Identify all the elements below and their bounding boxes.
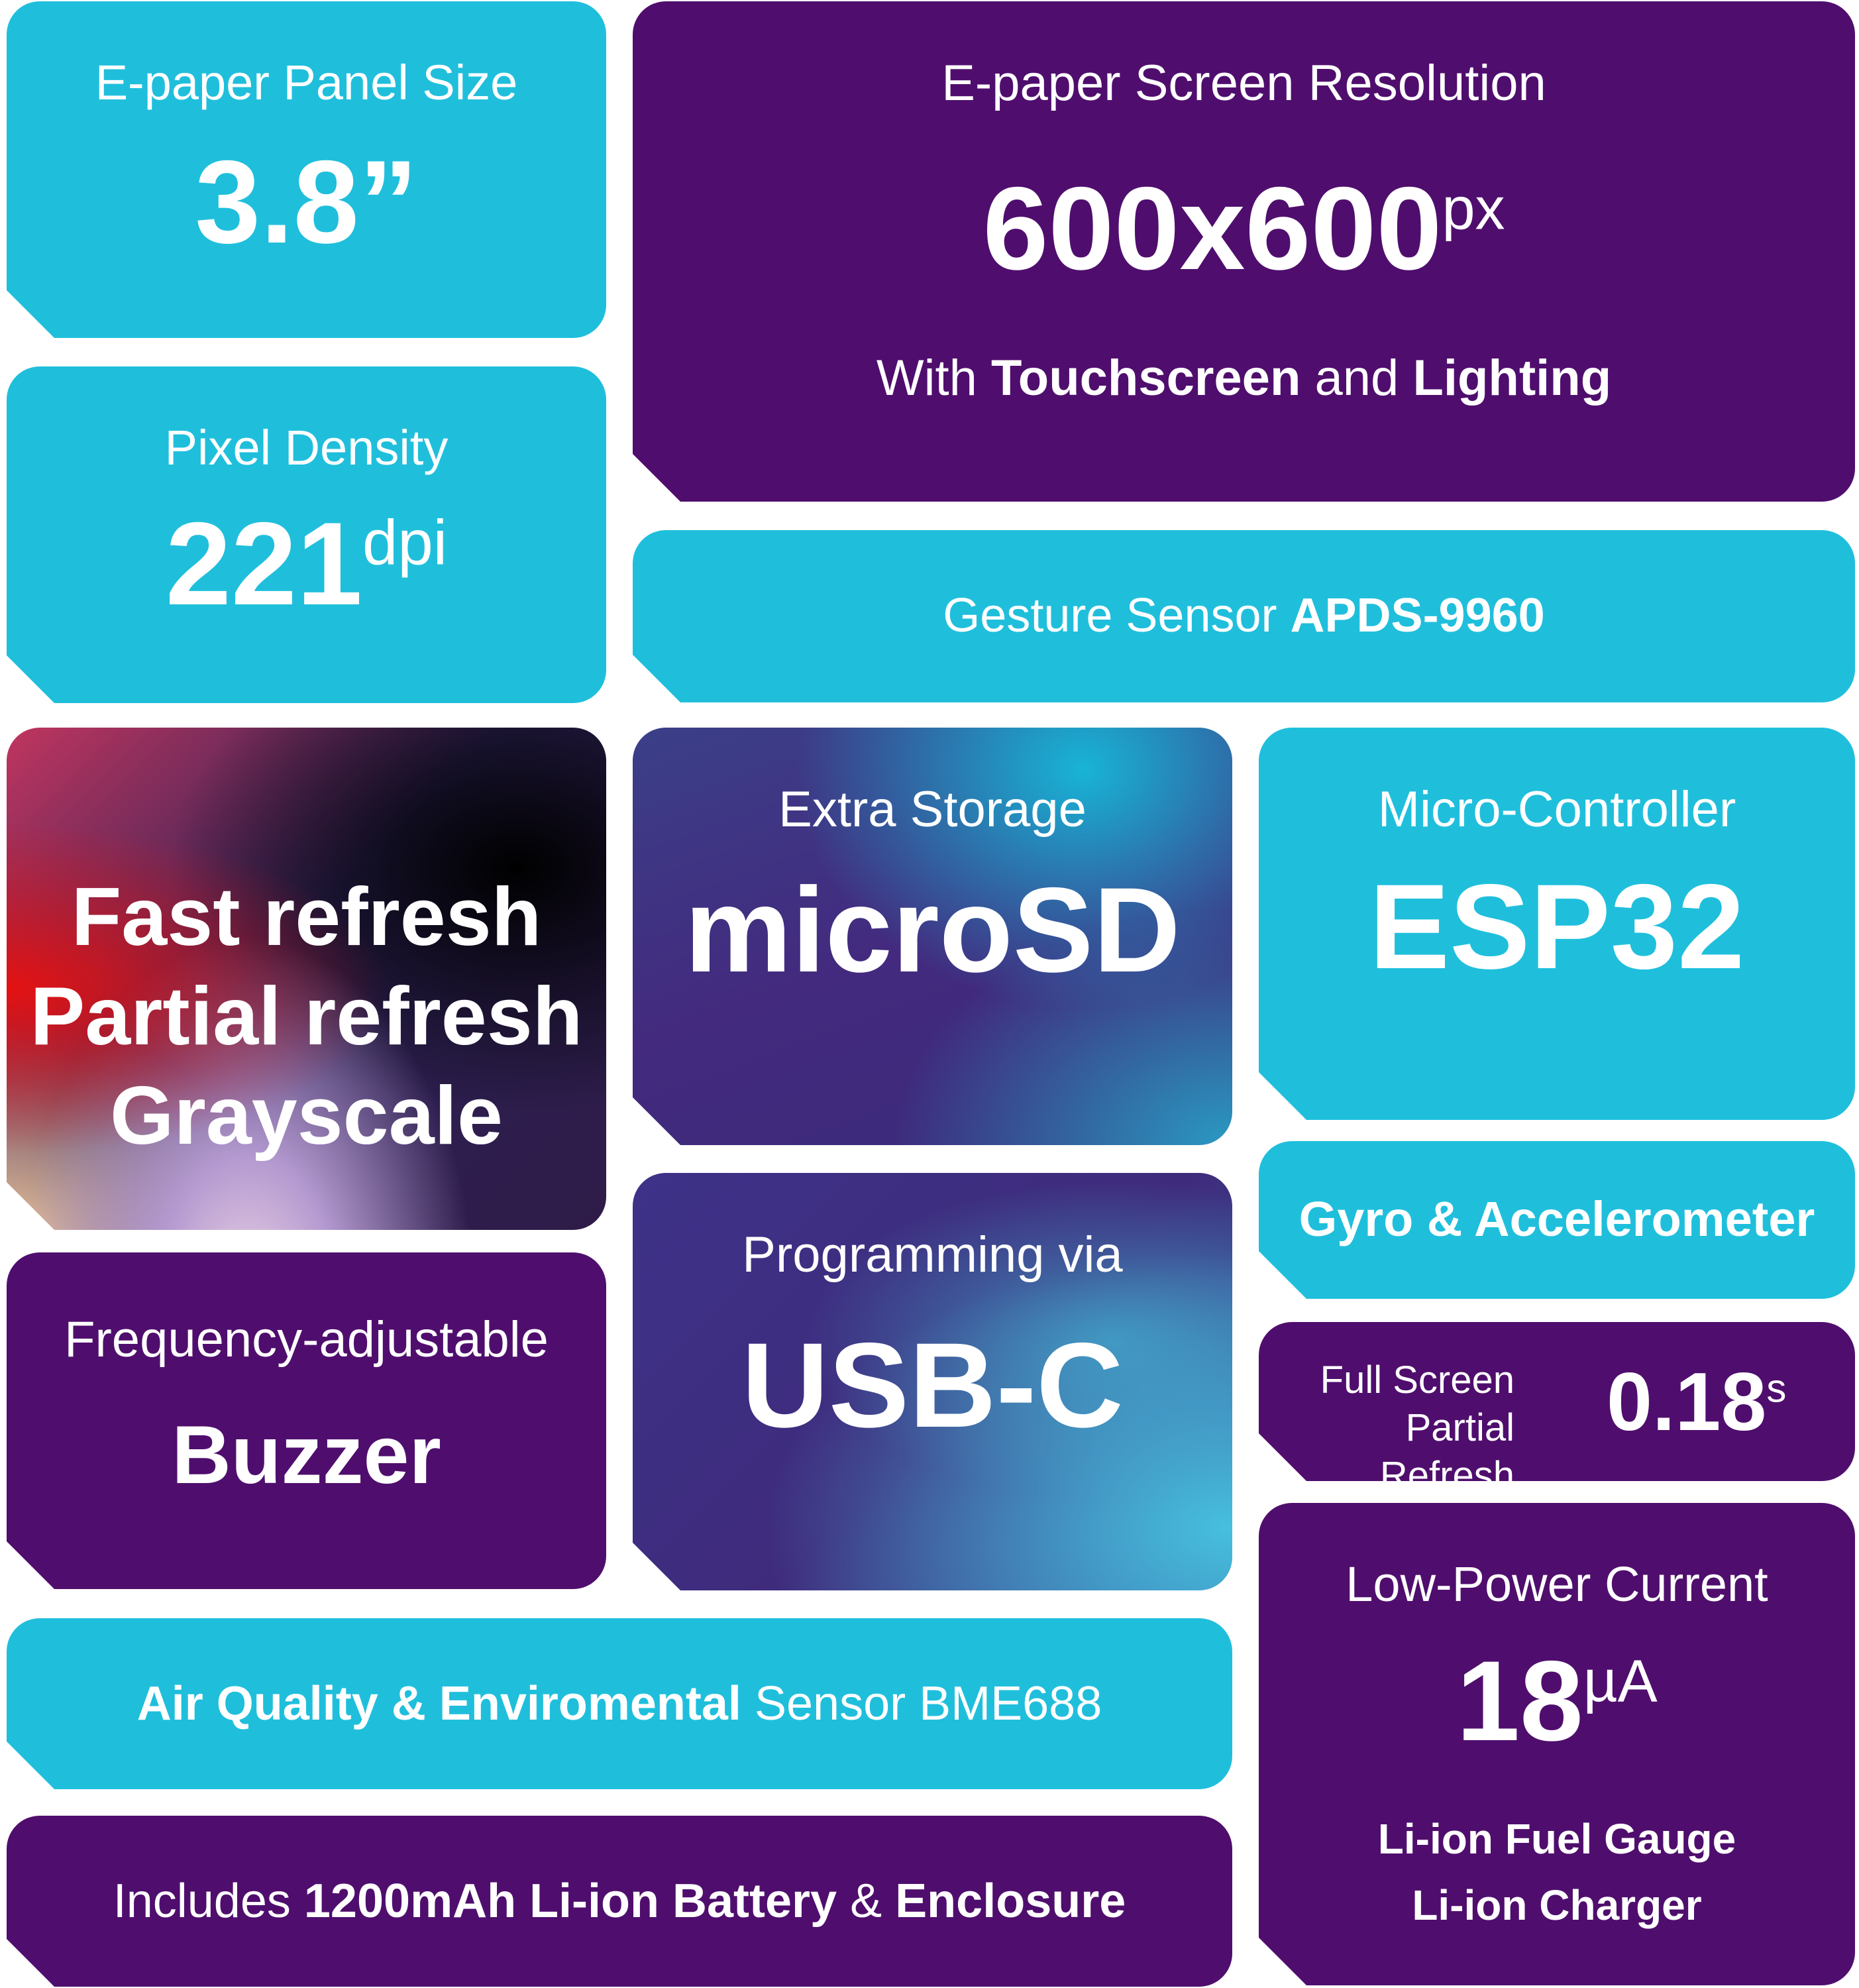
gyro-tile: Gyro & Accelerometer bbox=[1259, 1141, 1855, 1299]
panel-size-label: E-paper Panel Size bbox=[95, 55, 518, 110]
refresh-time-label: Full Screen Partial Refresh bbox=[1316, 1356, 1514, 1500]
low-power-value: 18µA bbox=[1259, 1635, 1855, 1767]
includes-text: Includes bbox=[113, 1875, 291, 1928]
partial-refresh-text: Partial refresh bbox=[30, 971, 583, 1062]
microcontroller-label: Micro-Controller bbox=[1377, 781, 1736, 838]
air-quality-bold: Air Quality & Enviromental bbox=[136, 1677, 741, 1730]
gesture-sensor-label: Gesture Sensor bbox=[943, 589, 1277, 642]
usb-label: Programming via bbox=[742, 1227, 1123, 1283]
resolution-tile: E-paper Screen Resolution 600x600px With… bbox=[633, 1, 1855, 502]
and-text: and bbox=[1314, 350, 1399, 406]
charger-text: Li-ion Charger bbox=[1412, 1881, 1702, 1929]
refresh-time-line1: Full Screen bbox=[1320, 1358, 1514, 1402]
enclosure-item: Enclosure bbox=[895, 1875, 1126, 1928]
microcontroller-value: ESP32 bbox=[1369, 859, 1745, 994]
low-power-tile: Low-Power Current 18µA Li-ion Fuel Gauge… bbox=[1259, 1503, 1855, 1985]
fast-refresh-text: Fast refresh bbox=[71, 871, 542, 963]
pixel-density-label: Pixel Density bbox=[164, 420, 449, 475]
lighting-text: Lighting bbox=[1412, 350, 1612, 406]
buzzer-tile: Frequency-adjustable Buzzer bbox=[7, 1252, 606, 1589]
storage-value: microSD bbox=[684, 862, 1181, 997]
gesture-sensor-tile: Gesture Sensor APDS-9960 bbox=[633, 530, 1855, 702]
refresh-time-number: 0.18 bbox=[1607, 1356, 1767, 1448]
buzzer-value: Buzzer bbox=[172, 1409, 441, 1501]
resolution-unit: px bbox=[1442, 176, 1505, 243]
storage-tile: Extra Storage microSD bbox=[633, 728, 1232, 1145]
refresh-time-unit: s bbox=[1766, 1366, 1787, 1411]
low-power-label: Low-Power Current bbox=[1346, 1557, 1768, 1612]
air-quality-rest: Sensor BME688 bbox=[754, 1677, 1102, 1730]
touchscreen-text: Touchscreen bbox=[990, 350, 1301, 406]
refresh-features-tile: Fast refresh Partial refresh Grayscale bbox=[7, 728, 606, 1230]
air-quality-text: Air Quality & Enviromental Sensor BME688 bbox=[7, 1677, 1232, 1731]
battery-tile: Includes 1200mAh Li-ion Battery & Enclos… bbox=[7, 1816, 1232, 1987]
panel-size-tile: E-paper Panel Size 3.8” bbox=[7, 1, 606, 338]
gyro-label: Gyro & Accelerometer bbox=[1299, 1191, 1815, 1246]
resolution-number: 600x600 bbox=[983, 162, 1442, 294]
panel-size-value: 3.8” bbox=[195, 136, 418, 268]
storage-label: Extra Storage bbox=[778, 781, 1087, 838]
grayscale-text: Grayscale bbox=[110, 1070, 503, 1162]
refresh-time-tile: Full Screen Partial Refresh 0.18s bbox=[1259, 1322, 1855, 1481]
refresh-time-line2: Partial Refresh bbox=[1379, 1406, 1514, 1497]
pixel-density-value: 221dpi bbox=[7, 496, 606, 632]
low-power-number: 18 bbox=[1456, 1637, 1583, 1765]
resolution-value: 600x600px bbox=[633, 160, 1855, 296]
buzzer-label: Frequency-adjustable bbox=[64, 1311, 549, 1368]
gesture-sensor-model: APDS-9960 bbox=[1290, 589, 1545, 642]
amp-text: & bbox=[850, 1875, 882, 1928]
pixel-density-number: 221 bbox=[165, 498, 362, 630]
resolution-features: With Touchscreen and Lighting bbox=[633, 349, 1855, 407]
air-quality-tile: Air Quality & Enviromental Sensor BME688 bbox=[7, 1618, 1232, 1789]
pixel-density-unit: dpi bbox=[362, 507, 448, 579]
low-power-unit: µA bbox=[1583, 1648, 1658, 1715]
usb-tile: Programming via USB-C bbox=[633, 1173, 1232, 1590]
resolution-label: E-paper Screen Resolution bbox=[941, 55, 1546, 111]
fuel-gauge-text: Li-ion Fuel Gauge bbox=[1377, 1815, 1736, 1863]
refresh-time-value: 0.18s bbox=[1607, 1355, 1786, 1449]
gesture-sensor-text: Gesture Sensor APDS-9960 bbox=[633, 588, 1855, 643]
battery-text: Includes 1200mAh Li-ion Battery & Enclos… bbox=[7, 1874, 1232, 1928]
battery-item: 1200mAh Li-ion Battery bbox=[303, 1875, 837, 1928]
with-text: With bbox=[876, 350, 977, 406]
pixel-density-tile: Pixel Density 221dpi bbox=[7, 366, 606, 703]
microcontroller-tile: Micro-Controller ESP32 bbox=[1259, 728, 1855, 1120]
usb-value: USB-C bbox=[741, 1317, 1124, 1453]
